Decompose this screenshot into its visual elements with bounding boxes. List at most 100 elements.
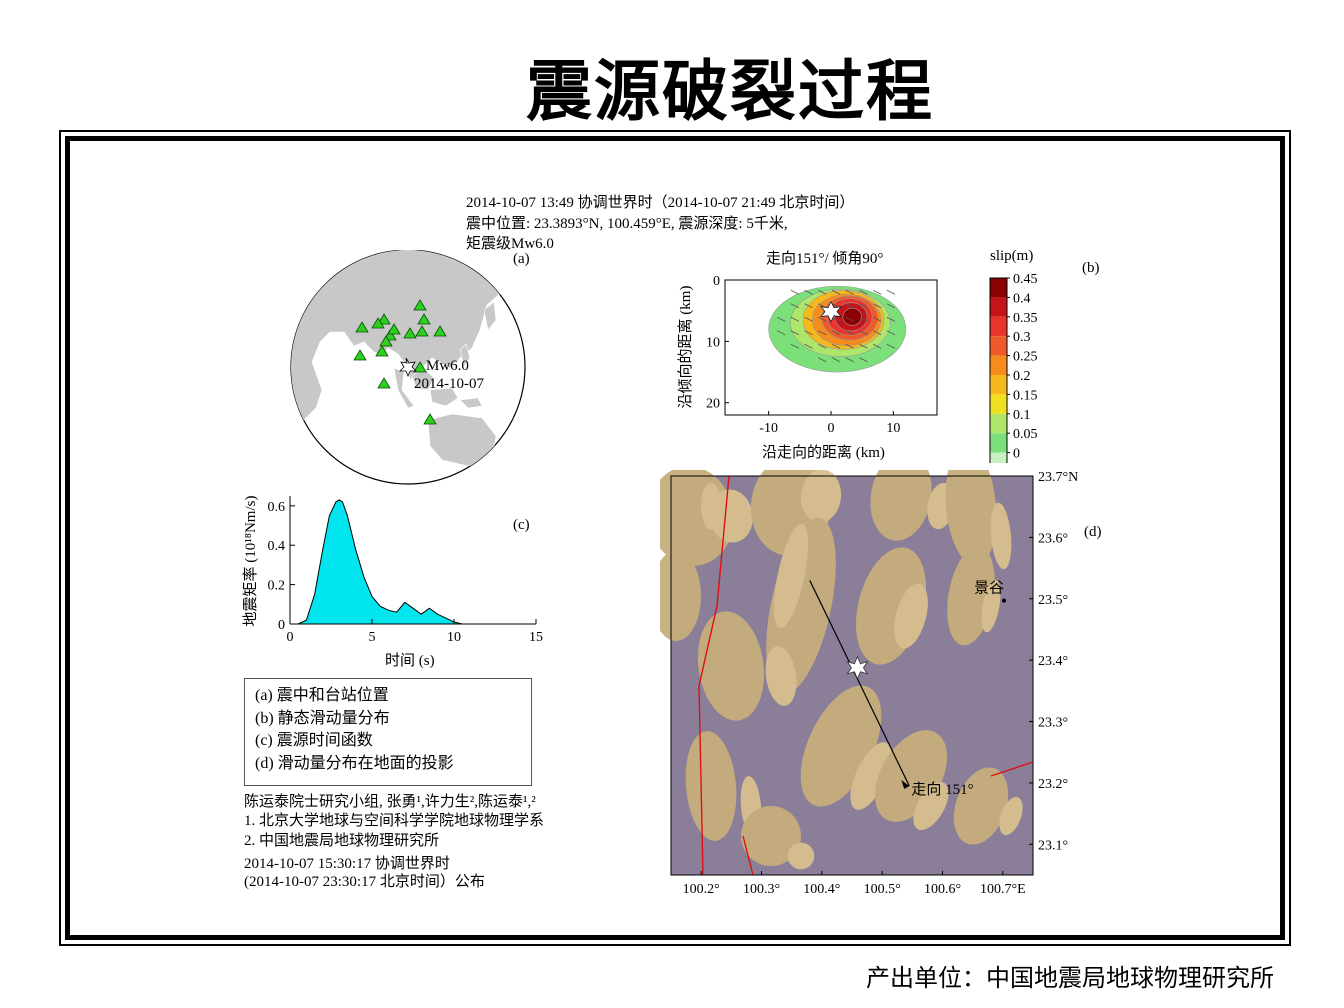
map-y-tick-label: 23.5°: [1038, 593, 1068, 608]
strike-arrowhead-icon: [901, 779, 910, 789]
stf-y-tick-label: 0.6: [268, 500, 286, 515]
stf-x-tick-label: 10: [447, 630, 461, 645]
slip-vector: [845, 289, 854, 295]
terrain-ridge-highlight: [773, 523, 809, 629]
slip-vector: [831, 357, 841, 363]
slip-vector: [804, 330, 813, 336]
slip-vector: [804, 289, 813, 295]
panel-d-label: (d): [1084, 524, 1102, 540]
slip-vector: [845, 357, 854, 363]
slip-vector: [886, 289, 896, 295]
slip-vector: [790, 303, 800, 309]
slip-vector: [872, 343, 882, 349]
panel-b-label: (b): [1082, 260, 1100, 276]
colorbar-title: slip(m): [990, 248, 1034, 264]
slip-contours: [768, 285, 907, 373]
map-y-tick-label: 23.7°N: [1038, 470, 1078, 485]
colorbar-segment: [990, 433, 1007, 453]
legend-box: (a) 震中和台站位置 (b) 静态滑动量分布 (c) 震源时间函数 (d) 滑…: [244, 678, 532, 786]
slip-vector: [886, 343, 896, 349]
footer-credit: 产出单位：中国地震局地球物理研究所: [866, 964, 1274, 992]
slip-vector: [845, 343, 854, 349]
map-frame: [670, 475, 1034, 876]
stf-x-tick-label: 15: [529, 630, 543, 645]
slip-vector: [818, 343, 827, 349]
credits-affil1: 1. 北京大学地球与空间科学学院地球物理学系: [244, 813, 545, 829]
moment-rate-area: [290, 499, 463, 625]
credits-published1: 2014-10-07 15:30:17 协调世界时: [244, 856, 450, 872]
terrain-ridge: [870, 470, 932, 541]
colorbar-segment: [990, 336, 1007, 356]
stf-y-tick-label: 0.2: [268, 579, 286, 594]
fault-line: [990, 761, 1034, 777]
town-label: 景谷: [974, 580, 1004, 597]
colorbar-tick-label: 0.05: [1013, 427, 1038, 442]
terrain-ridge-highlight: [701, 482, 721, 530]
colorbar-segment: [990, 297, 1007, 317]
slip-vector: [845, 330, 854, 336]
epicenter-star-icon: [846, 655, 869, 680]
fault-line: [742, 835, 754, 876]
stf-y-tick-label: 0: [278, 618, 285, 633]
credits-published2: (2014-10-07 23:30:17 北京时间）公布: [244, 874, 485, 890]
panel-a-label: (a): [513, 251, 530, 267]
map-x-tick-label: 100.7°E: [980, 882, 1026, 897]
globe-event-date: 2014-10-07: [414, 376, 484, 392]
colorbar-tick-label: 0.3: [1013, 330, 1031, 345]
map-y-tick-label: 23.4°: [1038, 654, 1068, 669]
colorbar-tick-label: 0: [1013, 447, 1020, 462]
slip-vector: [859, 330, 868, 336]
terrain-ridge: [953, 767, 1009, 845]
slip-colorbar: 0.45 0.4 0.35 0.3 0.25 0.2 0.15 0.1 0.05 0: [989, 272, 1038, 463]
slip-vector: [804, 303, 813, 309]
slip-vector: [845, 316, 854, 322]
epicenter-star-icon: [399, 357, 417, 378]
slip-vector: [886, 316, 896, 322]
slip-vector: [818, 357, 827, 363]
event-time: 2014-10-07 13:49 协调世界时（2014-10-07 21:49 …: [466, 195, 855, 211]
slip-vector: [831, 330, 841, 336]
slip-vector: [859, 316, 868, 322]
legend-item: (a) 震中和台站位置: [255, 687, 389, 704]
stf-xlabel: 时间 (s): [385, 653, 435, 669]
terrain-ridge-highlight: [894, 583, 928, 649]
terrain-ridge-highlight: [913, 781, 949, 831]
slip-vector: [872, 330, 882, 336]
slip-vector: [831, 289, 841, 295]
map-y-tick-label: 23.3°: [1038, 716, 1068, 731]
terrain-ridge: [741, 806, 801, 866]
globe-event-label: Mw6.0: [426, 358, 469, 374]
slip-vector: [790, 343, 800, 349]
slip-vector: [831, 343, 841, 349]
terrain-ridge: [685, 731, 737, 841]
stf-x-tick-label: 5: [369, 630, 376, 645]
slip-y-tick-label: 20: [706, 397, 720, 412]
slip-plot: -10 0 10 0 10 20: [706, 274, 938, 436]
colorbar-segment: [990, 394, 1007, 414]
stf-ylabel: 地震矩率 (10¹⁸Nm/s): [243, 495, 259, 627]
slip-ylabel: 沿倾向的距离 (km): [678, 285, 694, 409]
slip-y-tick-label: 10: [706, 335, 720, 350]
terrain-ridge-highlight: [787, 842, 815, 870]
legend-item: (c) 震源时间函数: [255, 732, 373, 749]
map-y-tick-label: 23.1°: [1038, 838, 1068, 853]
fault-line: [698, 475, 730, 876]
terrain-ridge: [697, 611, 765, 721]
globe-map: [290, 250, 526, 485]
terrain-ridge-highlight: [800, 470, 842, 523]
colorbar-segment: [990, 316, 1007, 337]
colorbar-segment: [990, 278, 1007, 298]
slip-vector: [886, 303, 896, 309]
colorbar-tick-label: 0.1: [1013, 408, 1031, 423]
stf-y-tick-label: 0.4: [268, 539, 286, 554]
slip-x-tick-label: -10: [759, 421, 778, 436]
map-x-tick-label: 100.4°: [803, 882, 840, 897]
stf-x-tick-label: 0: [287, 630, 294, 645]
terrain-ridge-highlight: [765, 646, 797, 706]
slip-vector: [790, 330, 800, 336]
page-title: 震源破裂过程: [526, 53, 934, 130]
slip-vector: [872, 316, 882, 322]
credits-affil2: 2. 中国地震局地球物理研究所: [244, 833, 440, 849]
slip-vector: [845, 303, 854, 309]
terrain-ridges: [660, 470, 1023, 870]
